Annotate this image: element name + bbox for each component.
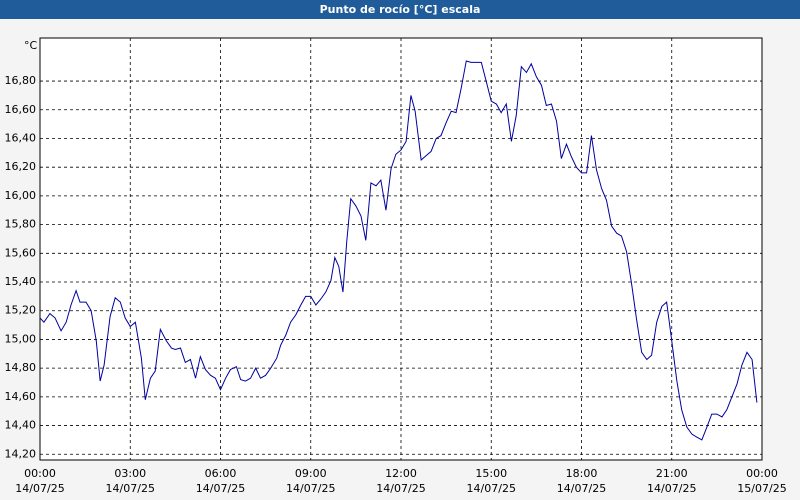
y-tick-label: 16,60 [5, 103, 37, 116]
y-tick-label: 15,40 [5, 275, 37, 288]
y-tick-label: 16,80 [5, 74, 37, 87]
x-tick-label: 18:00 14/07/25 [556, 467, 607, 495]
y-tick-label: 15,80 [5, 218, 37, 231]
x-tick-label: 15:00 14/07/25 [466, 467, 516, 495]
x-tick-label: 00:00 14/07/25 [15, 467, 65, 495]
y-tick-label: 15,20 [5, 304, 37, 317]
y-tick-label: 14,60 [5, 390, 37, 403]
x-tick-label: 00:00 15/07/25 [737, 467, 787, 495]
y-tick-label: 16,20 [5, 160, 37, 173]
y-tick-label: 16,40 [5, 131, 37, 144]
y-tick-label: 15,60 [5, 246, 37, 259]
x-tick-label: 21:00 14/07/25 [647, 467, 697, 495]
x-tick-label: 03:00 14/07/25 [105, 467, 155, 495]
chart-title: Punto de rocío [°C] escala [0, 0, 800, 19]
y-tick-label: 15,00 [5, 332, 37, 345]
x-tick-label: 12:00 14/07/25 [376, 467, 426, 495]
y-tick-label: 14,80 [5, 361, 37, 374]
y-tick-label: 14,20 [5, 447, 37, 460]
y-tick-label: 14,40 [5, 419, 37, 432]
x-tick-label: 09:00 14/07/25 [286, 467, 336, 495]
series-line [39, 60, 758, 441]
y-tick-label: 16,00 [5, 189, 37, 202]
y-unit: °C [24, 39, 38, 52]
x-tick-label: 06:00 14/07/25 [195, 467, 246, 495]
